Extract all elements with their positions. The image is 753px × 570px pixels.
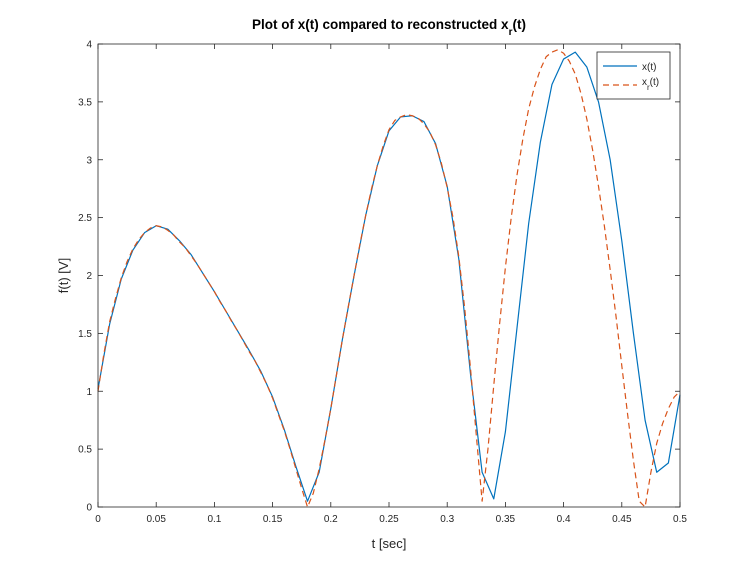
x-tick-label: 0.1	[207, 514, 221, 525]
legend-label-xr-main: x	[642, 77, 647, 88]
x-tick-label: 0.3	[440, 514, 454, 525]
y-tick-label: 2.5	[78, 213, 92, 224]
axes-background	[98, 44, 680, 507]
x-tick-label: 0.25	[379, 514, 399, 525]
legend-label-x-main: x(t)	[642, 62, 656, 73]
legend-label-xr-suffix: (t)	[650, 77, 659, 88]
x-tick-label: 0.45	[612, 514, 632, 525]
legend-box	[596, 51, 671, 100]
x-tick-label: 0.2	[324, 514, 338, 525]
y-tick-label: 3.5	[78, 97, 92, 108]
y-tick-label: 0.5	[78, 445, 92, 456]
ticks-layer: 0 0.05 0.1 0.15 0.2 0.25 0.3 0.35 0.4 0.45 0.5 0 0.5…	[78, 40, 687, 526]
legend-label-xr-sub: r	[647, 83, 650, 92]
y-tick-label: 3	[86, 155, 92, 166]
x-tick-label: 0.05	[146, 514, 166, 525]
y-tick-label: 2	[86, 271, 92, 282]
x-tick-label: 0.5	[673, 514, 687, 525]
chart-title-main: Plot of x(t) compared to reconstructed x	[252, 17, 509, 32]
chart-title-subscript: r	[509, 27, 513, 38]
x-tick-label: 0	[95, 514, 101, 525]
legend-label-xr: xr(t)	[642, 77, 659, 92]
x-axis-label: t [sec]	[372, 536, 407, 551]
series-layer	[97, 49, 681, 508]
x-tick-label: 0.4	[557, 514, 571, 525]
y-axis-label: f(t) [V]	[56, 258, 71, 293]
y-tick-label: 1.5	[78, 329, 92, 340]
chart-title: Plot of x(t) compared to reconstructed x…	[252, 17, 526, 38]
chart-title-suffix: (t)	[512, 17, 526, 32]
y-tick-label: 4	[86, 40, 92, 51]
y-tick-label: 0	[86, 503, 92, 514]
x-tick-label: 0.15	[263, 514, 283, 525]
y-tick-label: 1	[86, 387, 92, 398]
legend: x(t) xr(t)	[596, 51, 671, 100]
series-line-xr	[97, 49, 681, 508]
legend-label-x: x(t)	[642, 62, 656, 73]
x-tick-label: 0.35	[496, 514, 516, 525]
